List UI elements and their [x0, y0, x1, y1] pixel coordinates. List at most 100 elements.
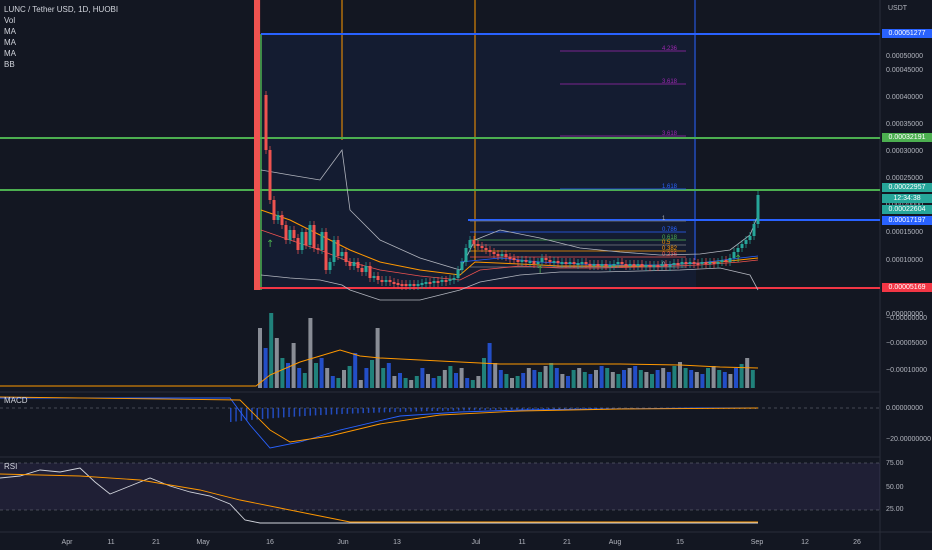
candle	[752, 224, 756, 236]
time-tick: 15	[676, 539, 684, 546]
candle	[312, 225, 316, 248]
macd-hist-bar	[521, 408, 523, 410]
volume-bar	[258, 328, 262, 388]
fib-level-label: 4.236	[662, 46, 678, 52]
candle	[624, 264, 628, 266]
candle	[504, 254, 508, 257]
candle	[724, 260, 728, 262]
candle	[680, 262, 684, 264]
rsi-tick: 75.00	[886, 460, 904, 467]
indicator-ma-3[interactable]: MA	[4, 49, 16, 58]
candle	[288, 230, 292, 240]
candle	[324, 232, 328, 270]
countdown-label: 12:34:38	[882, 194, 932, 203]
volume-bar	[414, 376, 419, 388]
macd-hist-bar	[468, 408, 470, 411]
candle	[608, 265, 612, 267]
volume-bar	[588, 374, 593, 388]
volume-bar	[370, 360, 374, 388]
time-tick: 26	[853, 539, 861, 546]
macd-label[interactable]: MACD	[4, 396, 28, 405]
volume-bar	[398, 373, 402, 388]
candle	[728, 258, 732, 262]
macd-hist-bar	[230, 408, 232, 422]
candle	[456, 270, 460, 278]
price-label-blue-top: 0.00051277	[882, 29, 932, 38]
candle	[348, 262, 352, 266]
candle	[700, 262, 704, 264]
candle	[448, 279, 452, 281]
volume-bar	[560, 374, 565, 388]
candle	[384, 280, 388, 282]
volume-bar	[319, 358, 324, 388]
price-tick: 0.00050000	[886, 53, 923, 60]
candle	[436, 281, 440, 283]
macd-hist-bar	[500, 408, 502, 410]
indicator-vol[interactable]: Vol	[4, 16, 16, 25]
volume-bar	[554, 368, 559, 388]
volume-bar	[666, 372, 671, 388]
volume-bar	[336, 378, 341, 388]
volume-bar	[538, 372, 542, 388]
candle	[308, 225, 312, 245]
macd-hist-bar	[277, 408, 280, 418]
volume-bar	[594, 370, 598, 388]
price-label-blue: 0.00017197	[882, 216, 932, 225]
macd-hist-bar	[426, 408, 428, 412]
fib-level-label: 0.5	[662, 240, 671, 246]
candle	[388, 280, 392, 282]
volume-bar	[678, 362, 682, 388]
macd-hist-bar	[431, 408, 433, 412]
volume-bar	[650, 374, 654, 388]
price-label-open: 0.00022604	[882, 205, 932, 214]
candle	[296, 238, 300, 250]
macd-hist-bar	[590, 408, 592, 409]
macd-hist-bar	[537, 408, 539, 410]
symbol-title[interactable]: LUNC / Tether USD, 1D, HUOBI	[4, 5, 119, 14]
macd-hist-bar	[436, 408, 439, 411]
candle	[564, 262, 568, 264]
candle	[540, 258, 544, 262]
rsi-label[interactable]: RSI	[4, 462, 18, 471]
candle	[560, 262, 564, 264]
volume-bar	[297, 368, 302, 388]
time-tick: Apr	[62, 539, 74, 546]
indicator-ma-1[interactable]: MA	[4, 27, 16, 36]
indicator-ma-2[interactable]: MA	[4, 38, 16, 47]
volume-bar	[717, 370, 722, 388]
candle	[380, 280, 384, 282]
candle	[264, 95, 268, 150]
candle	[544, 258, 548, 260]
candle	[328, 262, 332, 270]
candle	[704, 262, 708, 264]
macd-hist-bar	[362, 408, 364, 414]
candle	[492, 252, 496, 254]
candle	[316, 248, 320, 250]
volume-bar	[694, 372, 699, 388]
price-tick: 0.00000000	[886, 311, 923, 318]
volume-bar	[437, 376, 442, 388]
macd-hist-bar	[505, 408, 508, 410]
volume-bar	[498, 370, 503, 388]
volume-bar	[330, 376, 335, 388]
candle	[600, 264, 604, 266]
candle	[532, 261, 536, 264]
volume-bar	[722, 372, 727, 388]
macd-hist-bar	[267, 408, 269, 419]
volume-bar	[302, 373, 307, 388]
macd-hist-bar	[283, 408, 285, 418]
volume-bar	[622, 370, 626, 388]
macd-hist-bar	[574, 408, 576, 410]
volume-bar	[358, 380, 363, 388]
volume-bar	[470, 380, 475, 388]
indicator-bb[interactable]: BB	[4, 60, 15, 69]
macd-signal	[0, 396, 759, 443]
time-tick: 11	[518, 539, 525, 546]
time-tick: Sep	[751, 539, 764, 546]
price-tick: 0.00010000	[886, 257, 923, 264]
volume-bar	[599, 366, 604, 388]
time-tick: 16	[266, 539, 274, 546]
candle	[688, 262, 692, 264]
candle	[556, 261, 560, 263]
